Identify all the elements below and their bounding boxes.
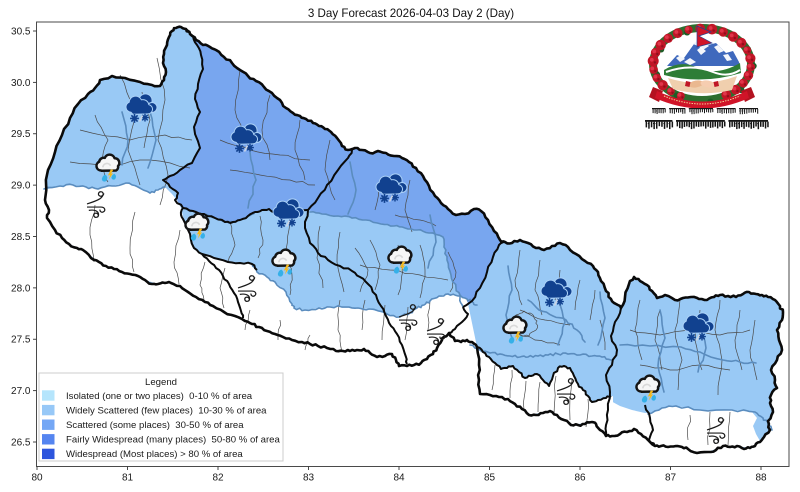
svg-text:Widespread (Most places) > 80: Widespread (Most places) > 80 % of area [66,449,243,460]
svg-text:29.5: 29.5 [11,129,31,140]
svg-text:87: 87 [665,473,677,484]
svg-text:28.0: 28.0 [11,283,31,294]
svg-text:30.0: 30.0 [11,78,31,89]
svg-text:81: 81 [122,473,134,484]
svg-text:83: 83 [303,473,315,484]
svg-text:30.5: 30.5 [11,26,31,37]
svg-text:27.0: 27.0 [11,386,31,397]
svg-text:80: 80 [31,473,43,484]
svg-text:Legend: Legend [145,377,177,388]
svg-text:82: 82 [212,473,224,484]
svg-text:84: 84 [393,473,405,484]
svg-text:26.5: 26.5 [11,437,31,448]
svg-text:29.0: 29.0 [11,181,31,192]
svg-text:Isolated (one or two places): Isolated (one or two places) 0-10 % of a… [66,391,253,402]
svg-text:3 Day Forecast 2026-04-03 Day: 3 Day Forecast 2026-04-03 Day 2 (Day) [308,7,514,20]
svg-text:85: 85 [484,473,496,484]
svg-text:Scattered (some places) 30-50: Scattered (some places) 30-50 % of area [66,420,244,431]
svg-text:28.5: 28.5 [11,232,31,243]
svg-text:86: 86 [574,473,586,484]
svg-text:88: 88 [755,473,767,484]
svg-text:Fairly Widespread (many places: Fairly Widespread (many places) 50-80 % … [66,435,280,446]
svg-text:27.5: 27.5 [11,335,31,346]
svg-text:Widely Scattered (few places): Widely Scattered (few places) 10-30 % of… [66,405,267,416]
